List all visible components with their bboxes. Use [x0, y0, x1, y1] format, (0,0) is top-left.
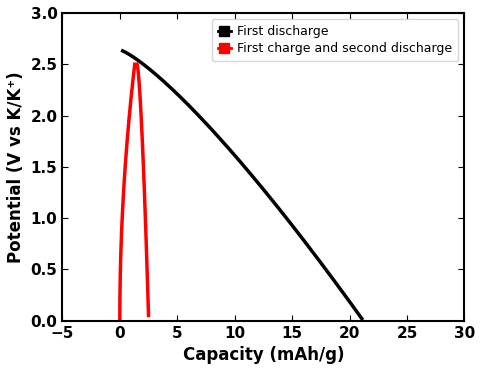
Y-axis label: Potential (V vs K/K⁺): Potential (V vs K/K⁺)	[7, 71, 25, 263]
Legend: First discharge, First charge and second discharge: First discharge, First charge and second…	[212, 19, 458, 62]
X-axis label: Capacity (mAh/g): Capacity (mAh/g)	[183, 346, 344, 364]
